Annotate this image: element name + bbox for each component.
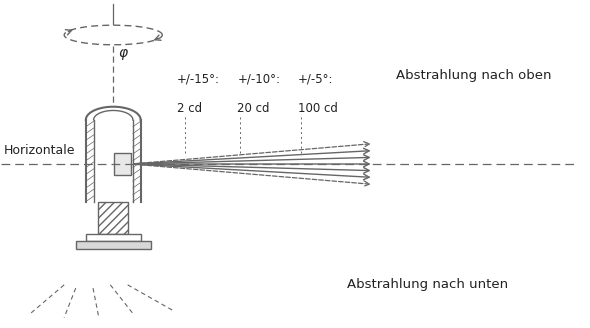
Text: Abstrahlung nach unten: Abstrahlung nach unten — [347, 278, 508, 291]
Text: +/-15°:: +/-15°: — [177, 72, 219, 86]
Bar — [76, 241, 151, 249]
Text: 100 cd: 100 cd — [298, 102, 338, 115]
Bar — [98, 202, 128, 234]
Text: 20 cd: 20 cd — [237, 102, 270, 115]
Text: 2 cd: 2 cd — [177, 102, 202, 115]
Text: +/-10°:: +/-10°: — [237, 72, 280, 86]
Text: φ: φ — [118, 46, 127, 60]
Text: Abstrahlung nach oben: Abstrahlung nach oben — [396, 69, 552, 82]
Bar — [114, 154, 131, 174]
Text: +/-5°:: +/-5°: — [298, 72, 333, 86]
Bar — [86, 234, 140, 241]
Text: Horizontale: Horizontale — [4, 144, 75, 157]
